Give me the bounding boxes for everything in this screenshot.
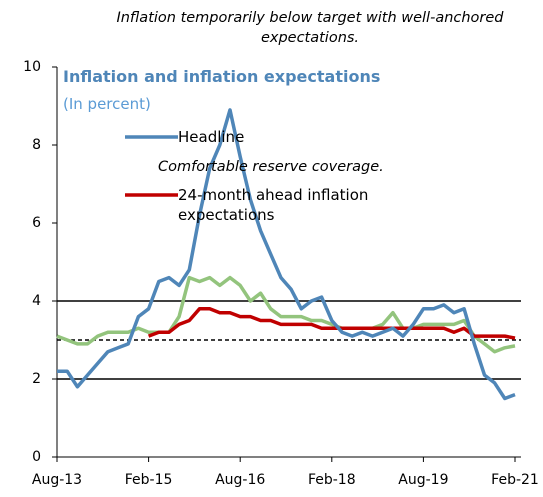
y-tick-label: 4 bbox=[32, 293, 41, 309]
x-tick-label: Feb-18 bbox=[308, 472, 356, 488]
series-line bbox=[57, 108, 516, 401]
chart-title: Inflation temporarily below target with … bbox=[116, 10, 504, 46]
y-label: (In percent) bbox=[63, 95, 151, 113]
annotation: Comfortable reserve coverage. bbox=[158, 159, 384, 175]
chart-subtitle: Inflation and inflation expectations bbox=[63, 67, 381, 86]
legend-label: 24-month ahead inflation expectations bbox=[178, 186, 369, 224]
legend-label: Headline bbox=[178, 128, 245, 146]
y-tick-label: 2 bbox=[32, 371, 41, 387]
y-tick-label: 8 bbox=[32, 137, 41, 153]
x-tick-label: Aug-16 bbox=[215, 472, 265, 488]
x-tick-label: Feb-15 bbox=[125, 472, 173, 488]
x-tick-label: Aug-19 bbox=[398, 472, 448, 488]
y-tick-label: 10 bbox=[23, 59, 41, 75]
series-line bbox=[56, 275, 516, 354]
y-tick-label: 0 bbox=[32, 449, 41, 465]
series-line bbox=[147, 307, 516, 340]
x-tick-label: Feb-21 bbox=[491, 472, 539, 488]
x-tick-label: Aug-13 bbox=[32, 472, 82, 488]
y-tick-label: 6 bbox=[32, 215, 41, 231]
